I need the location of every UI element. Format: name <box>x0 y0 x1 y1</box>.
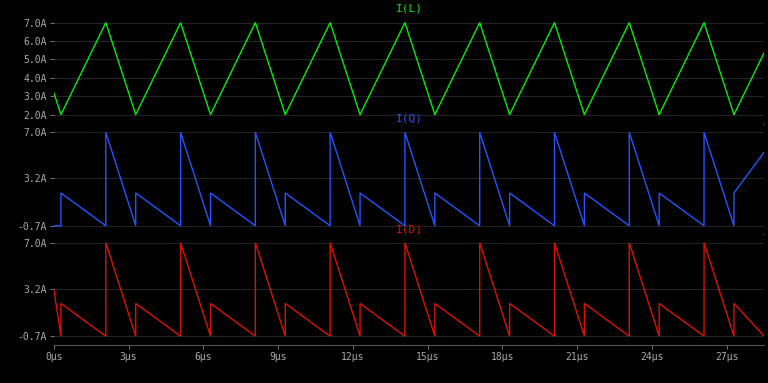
Title: I(L): I(L) <box>396 3 422 13</box>
Title: I(D): I(D) <box>396 224 422 234</box>
Title: I(Q): I(Q) <box>396 114 422 124</box>
